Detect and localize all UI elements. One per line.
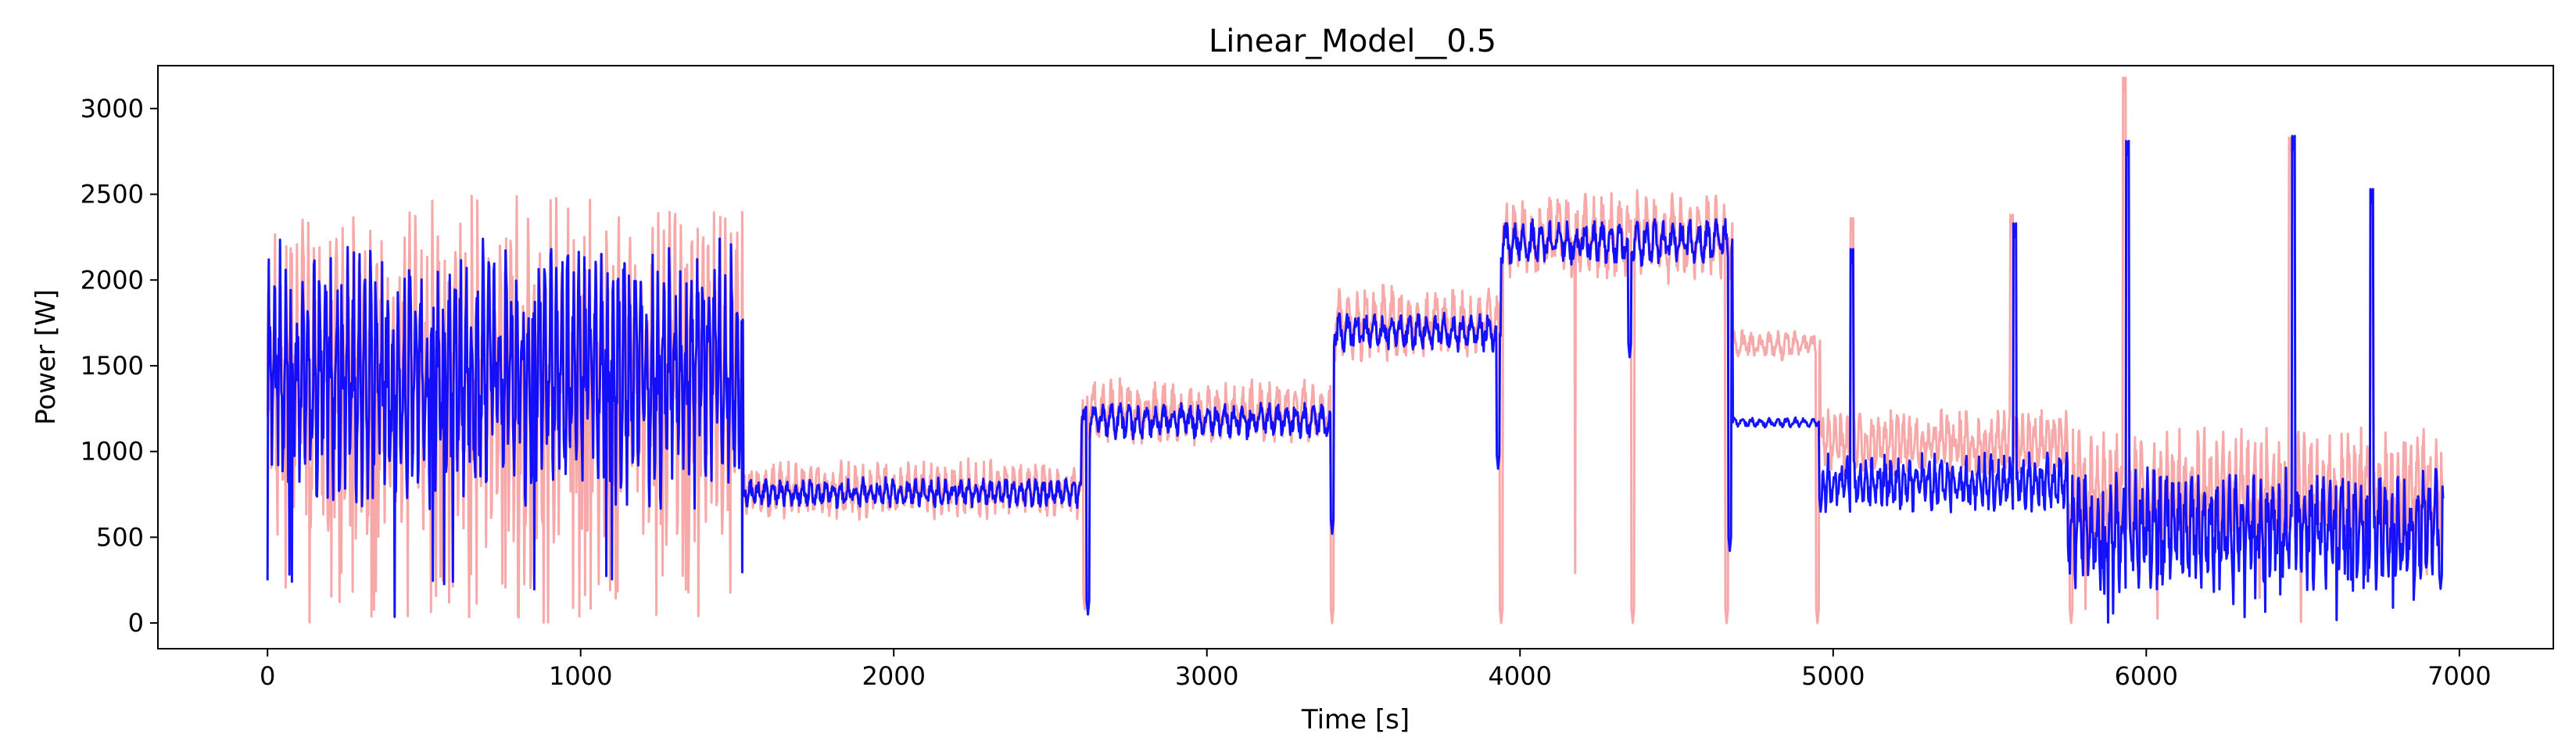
x-tick-label: 2000 <box>862 661 926 691</box>
y-tick-label: 2000 <box>81 265 144 295</box>
series-line-predicted <box>266 134 2445 624</box>
y-tick-label: 3000 <box>81 94 144 123</box>
plot-frame <box>157 65 2554 649</box>
x-axis-label: Time [s] <box>1301 704 1410 735</box>
y-tick-label: 2500 <box>81 180 144 209</box>
plot-area <box>266 76 2445 624</box>
x-tick-label: 7000 <box>2427 661 2491 691</box>
x-tick-label: 1000 <box>549 661 612 691</box>
y-tick-label: 500 <box>96 522 144 552</box>
x-tick-label: 5000 <box>1801 661 1865 691</box>
x-tick-label: 4000 <box>1489 661 1552 691</box>
series-layer <box>266 76 2445 624</box>
y-tick-label: 1000 <box>81 437 144 467</box>
x-tick-label: 6000 <box>2115 661 2178 691</box>
x-axis: 0 1000 2000 3000 4000 5000 6000 7000 <box>260 649 2492 691</box>
y-axis: 0 500 1000 1500 2000 2500 3000 <box>81 94 158 638</box>
x-tick-label: 3000 <box>1175 661 1238 691</box>
chart-title: Linear_Model__0.5 <box>1209 23 1496 59</box>
x-tick-label: 0 <box>260 661 275 691</box>
y-tick-label: 1500 <box>81 351 144 381</box>
y-axis-label: Power [W] <box>30 289 62 425</box>
y-tick-label: 0 <box>128 608 144 638</box>
